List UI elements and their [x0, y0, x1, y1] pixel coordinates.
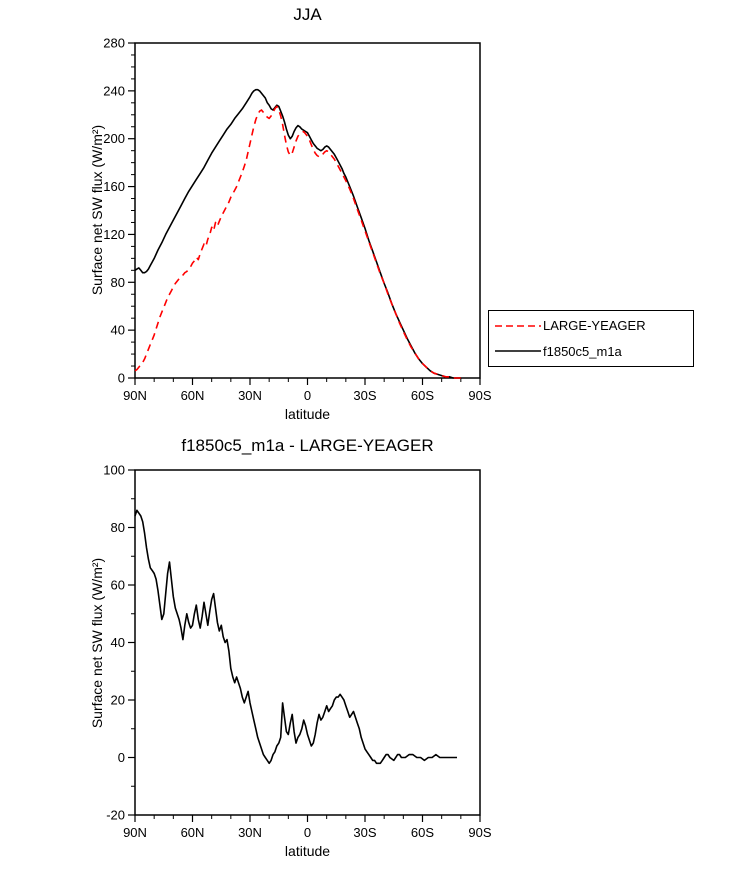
legend-label: LARGE-YEAGER: [543, 318, 646, 334]
y-tick-label: 60: [111, 578, 125, 593]
x-tick-label: 60N: [181, 825, 205, 840]
y-tick-label: 80: [111, 275, 125, 290]
y-tick-label: 160: [103, 179, 125, 194]
x-tick-label: 60S: [411, 825, 434, 840]
y-tick-label: 80: [111, 520, 125, 535]
y-tick-label: 40: [111, 323, 125, 338]
x-tick-label: 60S: [411, 388, 434, 403]
legend-box: LARGE-YEAGER f1850c5_m1a: [488, 310, 694, 367]
legend-label: f1850c5_m1a: [543, 343, 622, 359]
y-tick-label: 200: [103, 131, 125, 146]
x-tick-label: 90N: [123, 825, 147, 840]
y-tick-label: 240: [103, 83, 125, 98]
legend-item: LARGE-YEAGER: [495, 318, 693, 333]
y-tick-label: 280: [103, 36, 125, 51]
series-line-LARGE-YEAGER: [134, 105, 461, 379]
bottom-chart-title: f1850c5_m1a - LARGE-YEAGER: [181, 436, 434, 455]
x-tick-label: 90S: [468, 825, 491, 840]
x-tick-label: 0: [304, 825, 311, 840]
x-tick-label: 30N: [238, 388, 262, 403]
y-tick-label: -20: [106, 808, 125, 823]
y-tick-label: 0: [118, 371, 125, 386]
top-x-axis-label: latitude: [284, 406, 331, 422]
y-tick-label: 100: [103, 463, 125, 478]
legend-line-sample: [495, 350, 541, 353]
x-tick-label: 0: [304, 388, 311, 403]
series-line-f1850c5_m1a: [134, 88, 461, 379]
top-y-axis-label: Surface net SW flux (W/m²): [89, 124, 105, 296]
y-tick-label: 20: [111, 693, 125, 708]
bottom-x-axis-label: latitude: [284, 843, 331, 859]
x-tick-label: 30S: [353, 388, 376, 403]
y-tick-label: 120: [103, 227, 125, 242]
plot-frame: [134, 42, 481, 379]
legend-line-sample: [495, 324, 541, 327]
y-tick-label: 0: [118, 750, 125, 765]
legend-item: f1850c5_m1a: [495, 344, 693, 359]
x-tick-label: 90S: [468, 388, 491, 403]
y-tick-label: 40: [111, 635, 125, 650]
x-tick-label: 90N: [123, 388, 147, 403]
x-tick-label: 30S: [353, 825, 376, 840]
top-chart-title: JJA: [293, 5, 322, 24]
x-tick-label: 30N: [238, 825, 262, 840]
x-tick-label: 60N: [181, 388, 205, 403]
bottom-y-axis-label: Surface net SW flux (W/m²): [89, 557, 105, 729]
plot-frame: [134, 469, 481, 816]
series-line-f1850c5_m1a - LARGE-YEAGER: [134, 509, 457, 765]
